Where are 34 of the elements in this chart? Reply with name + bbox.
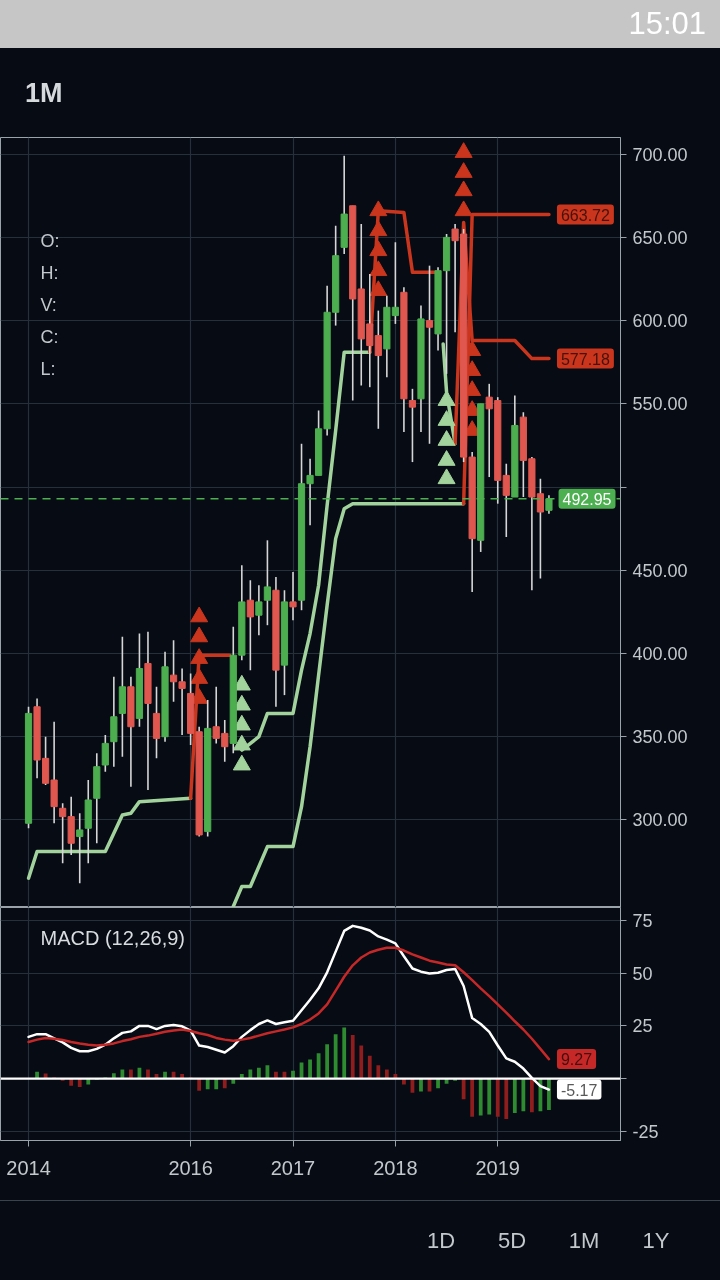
ref-line-label: 492.95	[562, 490, 612, 508]
x-tick-label: 2016	[168, 1156, 213, 1179]
y-tick-label: 350.00	[632, 727, 688, 748]
x-tick-label: 2017	[270, 1156, 316, 1179]
data-label: 577.18	[560, 350, 610, 368]
y-tick-label: 550.00	[632, 394, 688, 415]
annotation: C:	[40, 326, 59, 347]
text: 1M	[567, 1227, 601, 1255]
text: 1M	[25, 77, 63, 110]
y-tick-label: 50	[632, 963, 653, 984]
annotation: H:	[40, 262, 59, 283]
data-label: 663.72	[560, 206, 610, 224]
text: 15:01	[628, 5, 706, 43]
x-tick-label: 2018	[373, 1156, 418, 1179]
x-tick-label: 2019	[475, 1156, 521, 1179]
data-label: 9.27	[560, 1051, 593, 1069]
y-tick-label: 75	[632, 910, 653, 931]
x-tick-label: 2014	[6, 1156, 51, 1179]
y-tick-label: 400.00	[632, 644, 688, 664]
y-tick-label: 600.00	[632, 311, 688, 332]
text: 5D	[496, 1227, 528, 1255]
y-tick-label: 700.00	[632, 144, 688, 165]
y-tick-label: 300.00	[632, 810, 688, 831]
y-tick-label: 650.00	[632, 227, 688, 248]
text: 1Y	[641, 1227, 671, 1255]
y-tick-label: -25	[632, 1121, 659, 1142]
text: MACD (12,26,9)	[40, 926, 185, 949]
y-tick-label: 25	[632, 1016, 653, 1037]
annotation: L:	[40, 358, 56, 379]
y-tick-label: 450.00	[632, 560, 688, 581]
text: 1D	[425, 1227, 457, 1255]
annotation: O:	[40, 230, 60, 251]
data-label: -5.17	[560, 1081, 598, 1099]
annotation: V:	[40, 294, 57, 315]
